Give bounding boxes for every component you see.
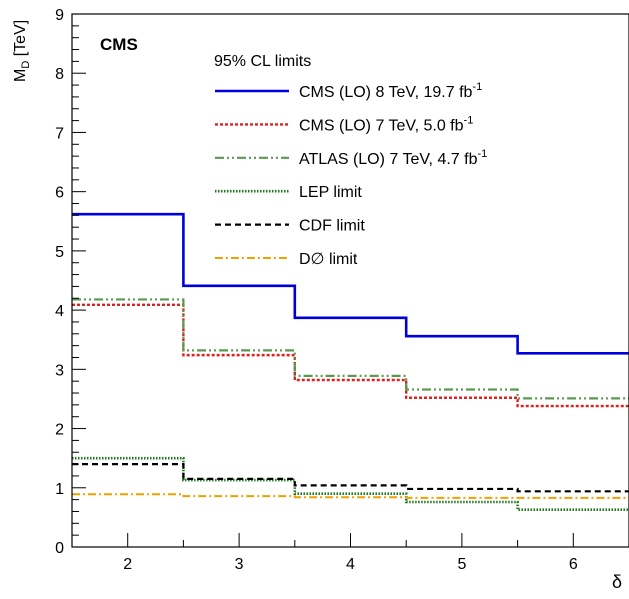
experiment-label: CMS bbox=[100, 35, 138, 54]
y-tick-label: 2 bbox=[55, 422, 64, 439]
series-line-3 bbox=[72, 456, 629, 511]
y-tick-label: 6 bbox=[55, 185, 64, 202]
y-axis-title-sub: D bbox=[20, 61, 32, 69]
series-line-0 bbox=[72, 212, 629, 355]
legend-label-0: CMS (LO) 8 TeV, 19.7 fb-1 bbox=[299, 81, 482, 101]
y-tick-label: 1 bbox=[55, 481, 64, 498]
y-tick-label: 8 bbox=[55, 66, 64, 83]
legend-label-3: LEP limit bbox=[299, 184, 362, 201]
series-line-2 bbox=[72, 298, 629, 400]
y-axis: 0 1 2 3 4 5 6 7 8 9 bbox=[55, 7, 86, 557]
x-tick-label: 2 bbox=[123, 556, 132, 573]
legend-label-4: CDF limit bbox=[299, 218, 365, 235]
y-tick-label: 9 bbox=[55, 7, 64, 24]
y-tick-label: 0 bbox=[55, 540, 64, 557]
x-tick-label: 6 bbox=[569, 556, 578, 573]
x-axis: 2 3 4 5 6 bbox=[123, 533, 578, 573]
y-axis-title-unit: [TeV] bbox=[12, 20, 29, 56]
series-layer bbox=[72, 212, 629, 511]
series-line-1 bbox=[72, 303, 629, 408]
series-line-4 bbox=[72, 462, 629, 493]
svg-text:MD [TeV]: MD [TeV] bbox=[12, 20, 32, 82]
legend: 95% CL limits CMS (LO) 8 TeV, 19.7 fb-1 C… bbox=[214, 53, 487, 268]
y-tick-label: 4 bbox=[55, 303, 64, 320]
legend-title: 95% CL limits bbox=[214, 53, 311, 70]
x-tick-label: 5 bbox=[457, 556, 466, 573]
y-tick-label: 3 bbox=[55, 362, 64, 379]
y-axis-title: MD [TeV] bbox=[12, 20, 32, 82]
legend-label-2: ATLAS (LO) 7 TeV, 4.7 fb-1 bbox=[299, 148, 487, 168]
x-axis-title: δ bbox=[612, 572, 622, 592]
y-tick-label: 5 bbox=[55, 244, 64, 261]
legend-label-5: D∅ limit bbox=[299, 251, 358, 268]
series-line-5 bbox=[72, 493, 629, 499]
legend-label-1: CMS (LO) 7 TeV, 5.0 fb-1 bbox=[299, 114, 473, 134]
x-tick-label: 4 bbox=[346, 556, 355, 573]
y-tick-label: 7 bbox=[55, 125, 64, 142]
x-tick-label: 3 bbox=[235, 556, 244, 573]
y-axis-title-main: M bbox=[12, 69, 29, 82]
